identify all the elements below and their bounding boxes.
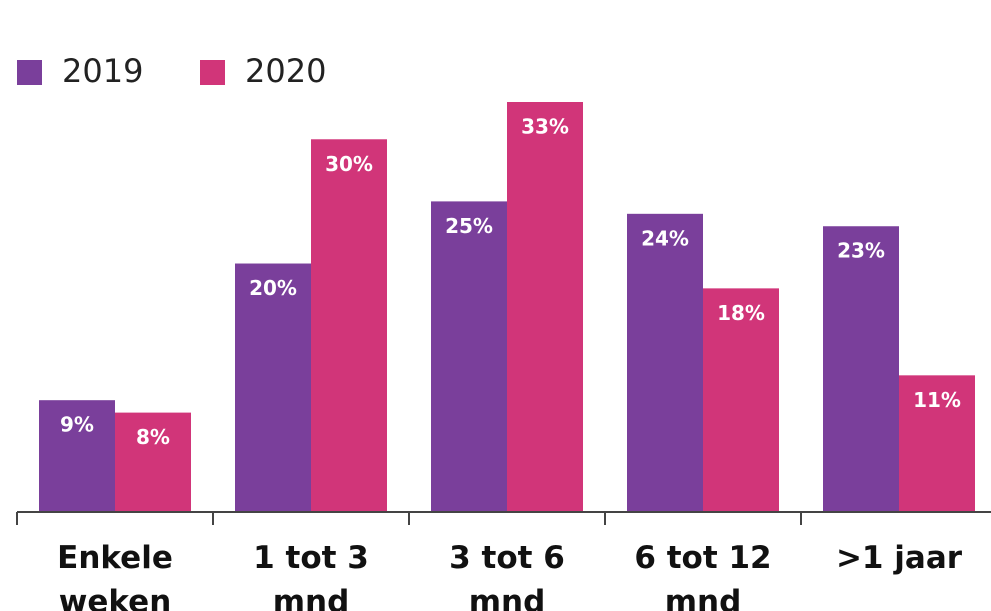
bar bbox=[899, 375, 975, 512]
value-label: 33% bbox=[521, 115, 569, 139]
bar bbox=[311, 139, 387, 513]
x-tick-label: 3 tot 6 mnd bbox=[449, 540, 565, 611]
value-label: 24% bbox=[641, 226, 689, 250]
bar bbox=[235, 263, 311, 512]
value-label: 8% bbox=[136, 425, 170, 449]
bar bbox=[703, 288, 779, 512]
value-label: 18% bbox=[717, 301, 765, 325]
x-tick-label: 6 tot 12 mnd bbox=[634, 540, 772, 611]
bar bbox=[823, 226, 899, 512]
bar bbox=[627, 213, 703, 512]
value-label: 9% bbox=[60, 413, 94, 437]
value-label: 11% bbox=[913, 388, 961, 412]
value-label: 30% bbox=[325, 152, 373, 176]
x-tick-label: Enkele weken bbox=[57, 540, 173, 611]
legend-label: 2020 bbox=[245, 52, 326, 90]
value-label: 23% bbox=[837, 239, 885, 263]
legend-swatch bbox=[200, 60, 225, 85]
x-tick-label: >1 jaar bbox=[835, 540, 963, 576]
legend-label: 2019 bbox=[62, 52, 143, 90]
value-label: 25% bbox=[445, 214, 493, 238]
bar bbox=[115, 412, 191, 512]
bar bbox=[507, 102, 583, 512]
legend-swatch bbox=[17, 60, 42, 85]
x-tick-label: 1 tot 3 mnd bbox=[253, 540, 369, 611]
bar bbox=[39, 400, 115, 512]
value-label: 20% bbox=[249, 276, 297, 300]
bar bbox=[431, 201, 507, 513]
